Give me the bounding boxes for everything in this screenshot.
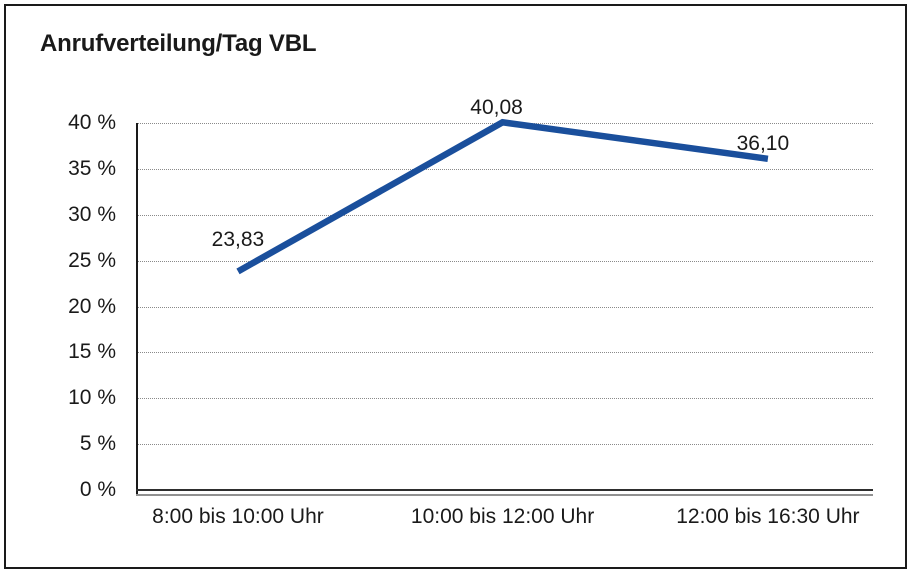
- data-line: [236, 118, 769, 275]
- chart-title: Anrufverteilung/Tag VBL: [40, 30, 317, 57]
- y-axis-tick-label: 10 %: [68, 386, 116, 410]
- data-line-svg: [236, 118, 769, 275]
- gridline-20: [138, 306, 873, 308]
- gridline-15: [138, 352, 873, 354]
- x-axis-line: [136, 489, 873, 491]
- gridline-30: [138, 214, 873, 216]
- y-axis-tick-label: 15 %: [68, 340, 116, 364]
- y-axis-line: [136, 123, 138, 495]
- y-axis-tick-label: 40 %: [68, 111, 116, 134]
- x-axis-tick-label: 10:00 bis 12:00 Uhr: [410, 505, 595, 528]
- y-axis-tick-label: 0 %: [79, 478, 116, 501]
- y-axis-tick-label: 20 %: [68, 294, 116, 318]
- gridline-5: [138, 444, 873, 446]
- y-axis-tick-label: 25 %: [68, 248, 116, 272]
- data-point-label: 36,10: [736, 131, 790, 155]
- y-axis-tick-label: 5 %: [79, 432, 116, 456]
- chart-border-frame: [4, 4, 907, 569]
- gridline-25: [138, 260, 873, 262]
- gridline-35: [138, 168, 873, 170]
- x-axis-shadow-line: [136, 493, 873, 496]
- gridline-10: [138, 398, 873, 400]
- x-axis-tick-label: 8:00 bis 10:00 Uhr: [152, 505, 324, 528]
- data-point-label: 40,08: [470, 96, 523, 120]
- y-axis-tick-label: 30 %: [68, 202, 116, 226]
- data-point-label: 23,83: [211, 228, 265, 252]
- x-axis-tick-label: 12:00 bis 16:30 Uhr: [676, 505, 860, 528]
- y-axis-tick-label: 35 %: [68, 156, 116, 180]
- plot-area: 0 % 5 % 10 % 15 % 20 % 25 % 30 % 35 % 40 % 23,83 4…: [68, 96, 873, 528]
